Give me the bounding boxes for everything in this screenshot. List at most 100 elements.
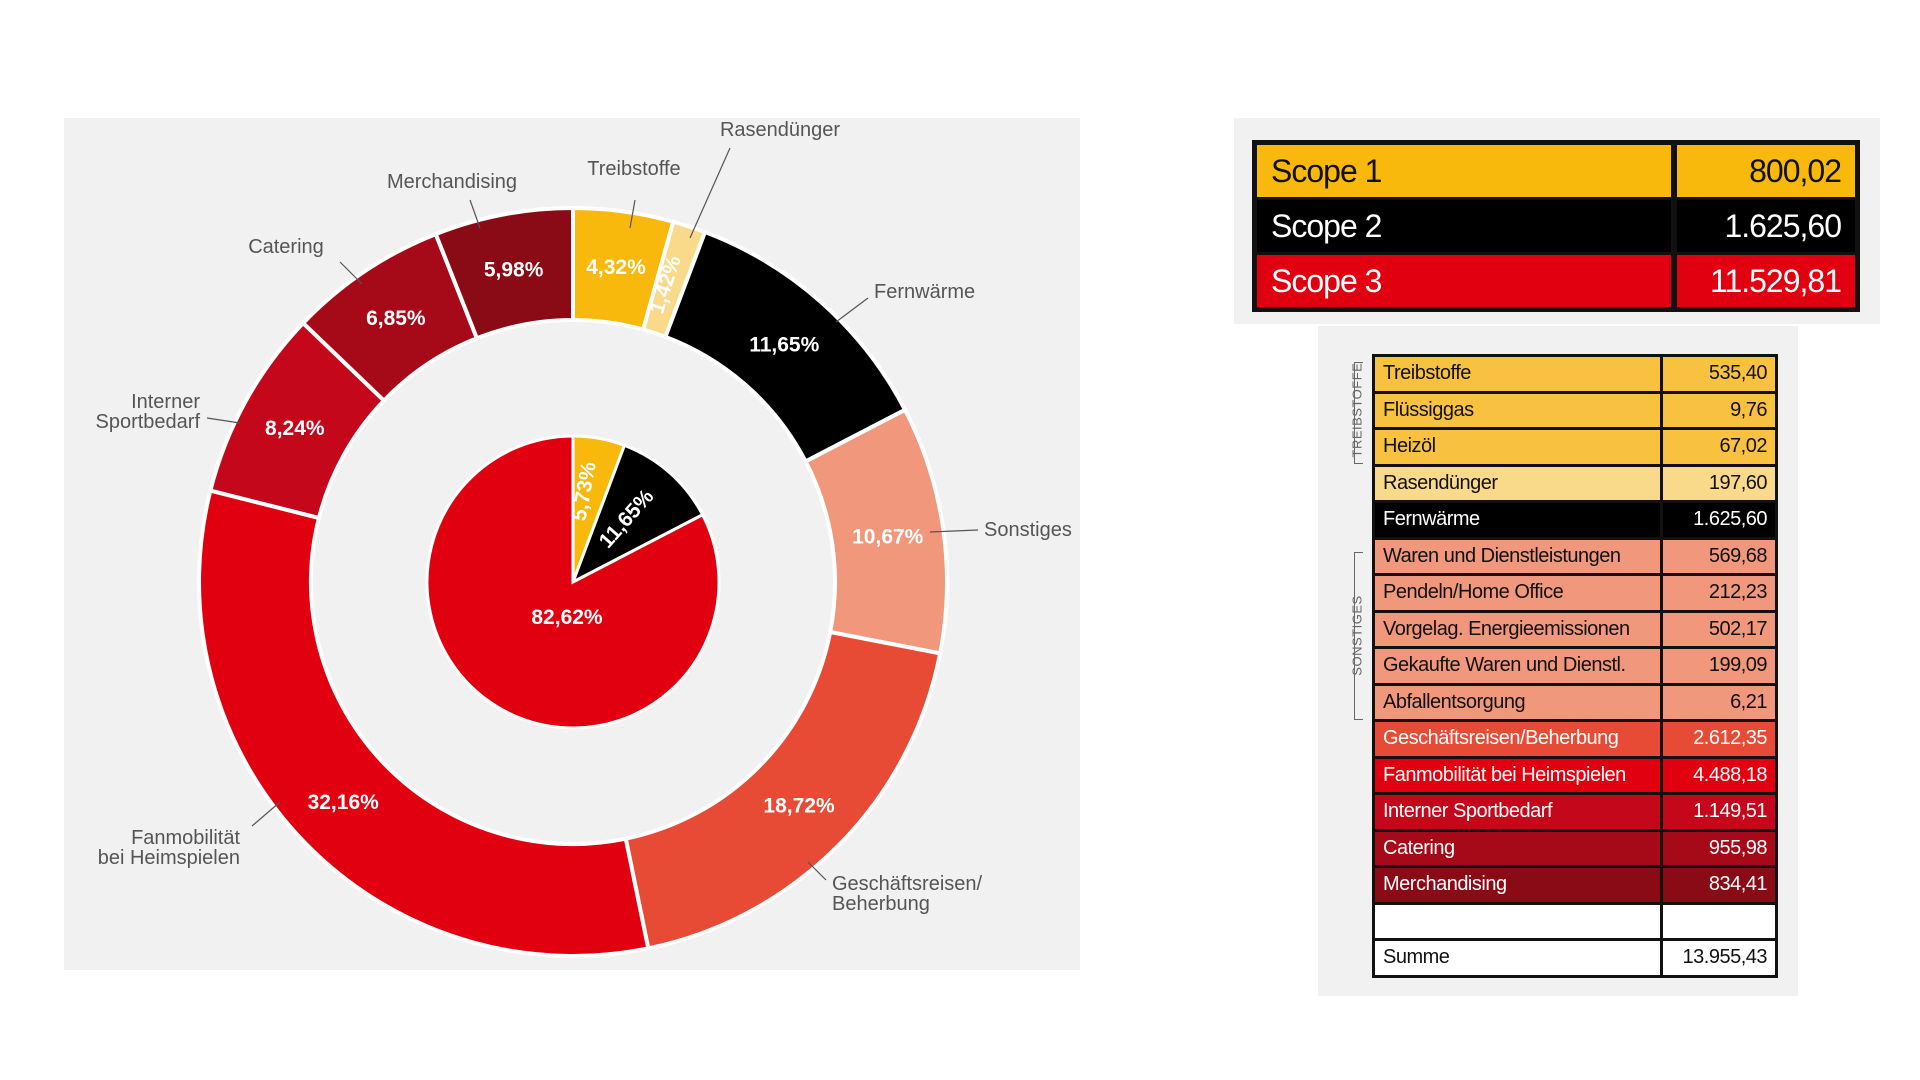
detail-label: Catering xyxy=(1373,830,1662,868)
treibstoffe-bracket xyxy=(1354,362,1363,464)
inner-slice-label-2: 82,62% xyxy=(531,606,603,629)
detail-label: Interner Sportbedarf xyxy=(1373,793,1662,832)
detail-row: Abfallentsorgung 6,21 xyxy=(1373,684,1777,722)
external-labels: Rasendünger Treibstoffe Merchandising Cater… xyxy=(95,119,1071,915)
detail-row: Summe 13.955,43 xyxy=(1373,939,1777,978)
detail-value: 535,40 xyxy=(1660,355,1777,394)
leader-line-3 xyxy=(339,261,363,285)
outer-slice-label-2: 11,65% xyxy=(749,333,819,356)
detail-label xyxy=(1373,903,1662,941)
detail-row: Flüssiggas 9,76 xyxy=(1373,392,1777,430)
outer-slice-label-6: 8,24% xyxy=(265,417,325,440)
external-label-3: Catering xyxy=(248,236,324,258)
external-label-0: Rasendünger xyxy=(720,119,840,141)
detail-label: Rasendünger xyxy=(1373,465,1662,503)
detail-label: Abfallentsorgung xyxy=(1373,684,1662,722)
detail-row: Vorgelag. Energieemissionen 502,17 xyxy=(1373,611,1777,649)
outer-slice-label-4: 18,72% xyxy=(763,795,835,818)
detail-label: Heizöl xyxy=(1373,428,1662,467)
detail-label: Geschäftsreisen/Beherbung xyxy=(1373,720,1662,759)
detail-row: Waren und Dienstleistungen 569,68 xyxy=(1373,538,1777,576)
detail-value xyxy=(1660,903,1777,941)
detail-row: Pendeln/Home Office 212,23 xyxy=(1373,574,1777,613)
detail-label: Waren und Dienstleistungen xyxy=(1373,538,1662,576)
leader-line-2 xyxy=(469,199,481,229)
sonstiges-group-label: SONSTIGES xyxy=(1349,595,1365,676)
external-label-4: Fernwärme xyxy=(874,281,975,303)
detail-label: Summe xyxy=(1373,939,1662,978)
detail-value: 197,60 xyxy=(1660,465,1777,503)
detail-label: Fanmobilität bei Heimspielen xyxy=(1373,757,1662,795)
leader-line-0 xyxy=(689,147,731,239)
external-label-6: Sonstiges xyxy=(984,519,1072,541)
external-label-7: Fanmobilität bei Heimspielen xyxy=(98,827,241,869)
detail-row: Rasendünger 197,60 xyxy=(1373,465,1777,503)
outer-slice-label-8: 5,98% xyxy=(484,259,544,282)
external-label-5: Interner Sportbedarf xyxy=(95,391,200,433)
detail-label: Flüssiggas xyxy=(1373,392,1662,430)
detail-value: 955,98 xyxy=(1660,830,1777,868)
detail-row: Fanmobilität bei Heimspielen 4.488,18 xyxy=(1373,757,1777,795)
leader-line-6 xyxy=(929,529,979,533)
detail-value: 569,68 xyxy=(1660,538,1777,576)
detail-value: 2.612,35 xyxy=(1660,720,1777,759)
outer-slice-label-7: 6,85% xyxy=(366,307,426,330)
detail-row: Heizöl 67,02 xyxy=(1373,428,1777,467)
detail-row xyxy=(1373,903,1777,941)
detail-table: Treibstoffe 535,40 Flüssiggas 9,76 Heizöl 67,… xyxy=(1372,354,1778,978)
scope-value: 1.625,60 xyxy=(1671,198,1858,255)
detail-row: Treibstoffe 535,40 xyxy=(1373,355,1777,394)
detail-label: Merchandising xyxy=(1373,866,1662,905)
scope-label: Scope 2 xyxy=(1254,198,1674,255)
outer-ring: 4,32% 1,42%11,65%10,67%18,72%32,16%8,24%6… xyxy=(197,205,949,958)
detail-value: 6,21 xyxy=(1660,684,1777,722)
scope-row: Scope 2 1.625,60 xyxy=(1254,198,1858,255)
treibstoffe-group-label: TREIBSTOFFE xyxy=(1349,362,1365,458)
scope-label: Scope 1 xyxy=(1254,142,1674,200)
sonstiges-bracket xyxy=(1354,552,1363,720)
detail-value: 834,41 xyxy=(1660,866,1777,905)
detail-value: 9,76 xyxy=(1660,392,1777,430)
detail-value: 199,09 xyxy=(1660,647,1777,686)
detail-label: Gekaufte Waren und Dienstl. xyxy=(1373,647,1662,686)
scope-row: Scope 3 11.529,81 xyxy=(1254,253,1858,310)
scope-label: Scope 3 xyxy=(1271,262,1382,299)
leader-line-5 xyxy=(206,417,241,424)
leader-line-1 xyxy=(629,199,636,229)
external-label-1: Treibstoffe xyxy=(587,158,680,180)
outer-slice-label-5: 32,16% xyxy=(308,791,380,814)
detail-label: Vorgelag. Energieemissionen xyxy=(1373,611,1662,649)
inner-slice-1 xyxy=(570,443,705,586)
leader-line-8 xyxy=(807,861,827,881)
detail-row: Catering 955,98 xyxy=(1373,830,1777,868)
detail-row: Fernwärme 1.625,60 xyxy=(1373,501,1777,540)
detail-label: Treibstoffe xyxy=(1373,355,1662,394)
external-label-2: Merchandising xyxy=(387,171,517,193)
detail-row: Gekaufte Waren und Dienstl. 199,09 xyxy=(1373,647,1777,686)
detail-value: 4.488,18 xyxy=(1660,757,1777,795)
leader-line-4 xyxy=(835,297,869,323)
outer-slice-4 xyxy=(623,629,943,951)
outer-slice-label-3: 10,67% xyxy=(852,526,924,549)
inner-pie: 5,73%11,65%82,62% xyxy=(425,434,721,730)
detail-value: 67,02 xyxy=(1660,428,1777,467)
scope-value: 800,02 xyxy=(1671,142,1858,200)
outer-slice-5 xyxy=(197,488,651,958)
leader-line-7 xyxy=(251,801,281,827)
outer-slice-label-0: 4,32% xyxy=(586,256,646,279)
detail-value: 13.955,43 xyxy=(1660,939,1777,978)
detail-label: Fernwärme xyxy=(1373,501,1662,540)
external-label-8: Geschäftsreisen/Beherbung xyxy=(832,873,983,915)
scope-table: Scope 1 800,02 Scope 2 1.625,60 Scope 3 11.52… xyxy=(1252,140,1860,312)
scope-row: Scope 1 800,02 xyxy=(1254,142,1858,200)
detail-row: Geschäftsreisen/Beherbung 2.612,35 xyxy=(1373,720,1777,759)
detail-value: 1.625,60 xyxy=(1660,501,1777,540)
detail-value: 502,17 xyxy=(1660,611,1777,649)
detail-row: Merchandising 834,41 xyxy=(1373,866,1777,905)
scope-value: 11.529,81 xyxy=(1671,253,1858,310)
detail-label: Pendeln/Home Office xyxy=(1373,574,1662,613)
inner-slice-2 xyxy=(425,434,721,730)
detail-value: 1.149,51 xyxy=(1660,793,1777,832)
detail-row: Interner Sportbedarf 1.149,51 xyxy=(1373,793,1777,832)
